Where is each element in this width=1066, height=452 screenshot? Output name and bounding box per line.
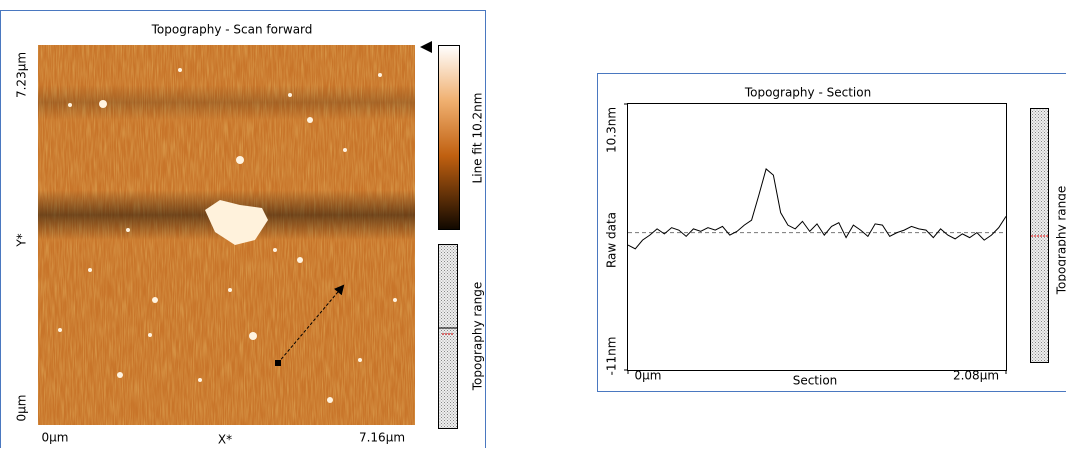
range-label: Topography range	[1055, 186, 1066, 296]
y-label: 0µm	[15, 395, 29, 422]
y-label: Y*	[15, 233, 29, 247]
plot-area	[628, 104, 1007, 371]
y-tick-label: 10.3nm	[605, 107, 619, 153]
x-label: 0µm	[42, 431, 69, 445]
y-axis-label: Raw data	[605, 212, 619, 268]
range-label: Topography range	[471, 282, 485, 392]
y-label: 7.23µm	[15, 52, 29, 98]
x-axis-label: Section	[793, 374, 838, 388]
colorbar-label: Line fit 10.2nm	[471, 93, 485, 184]
section-title: Topography - Section	[744, 86, 871, 100]
x-label: 7.16µm	[359, 431, 405, 445]
scan-image	[38, 45, 415, 425]
range-bar	[1031, 109, 1049, 363]
x-tick-label: 0µm	[635, 369, 662, 383]
scan-title: Topography - Scan forward	[151, 23, 313, 37]
range-bar	[439, 245, 458, 429]
y-tick-label: -11nm	[605, 337, 619, 376]
x-tick-label: 2.08µm	[953, 369, 999, 383]
x-label: X*	[218, 433, 232, 447]
colorbar	[439, 46, 460, 230]
